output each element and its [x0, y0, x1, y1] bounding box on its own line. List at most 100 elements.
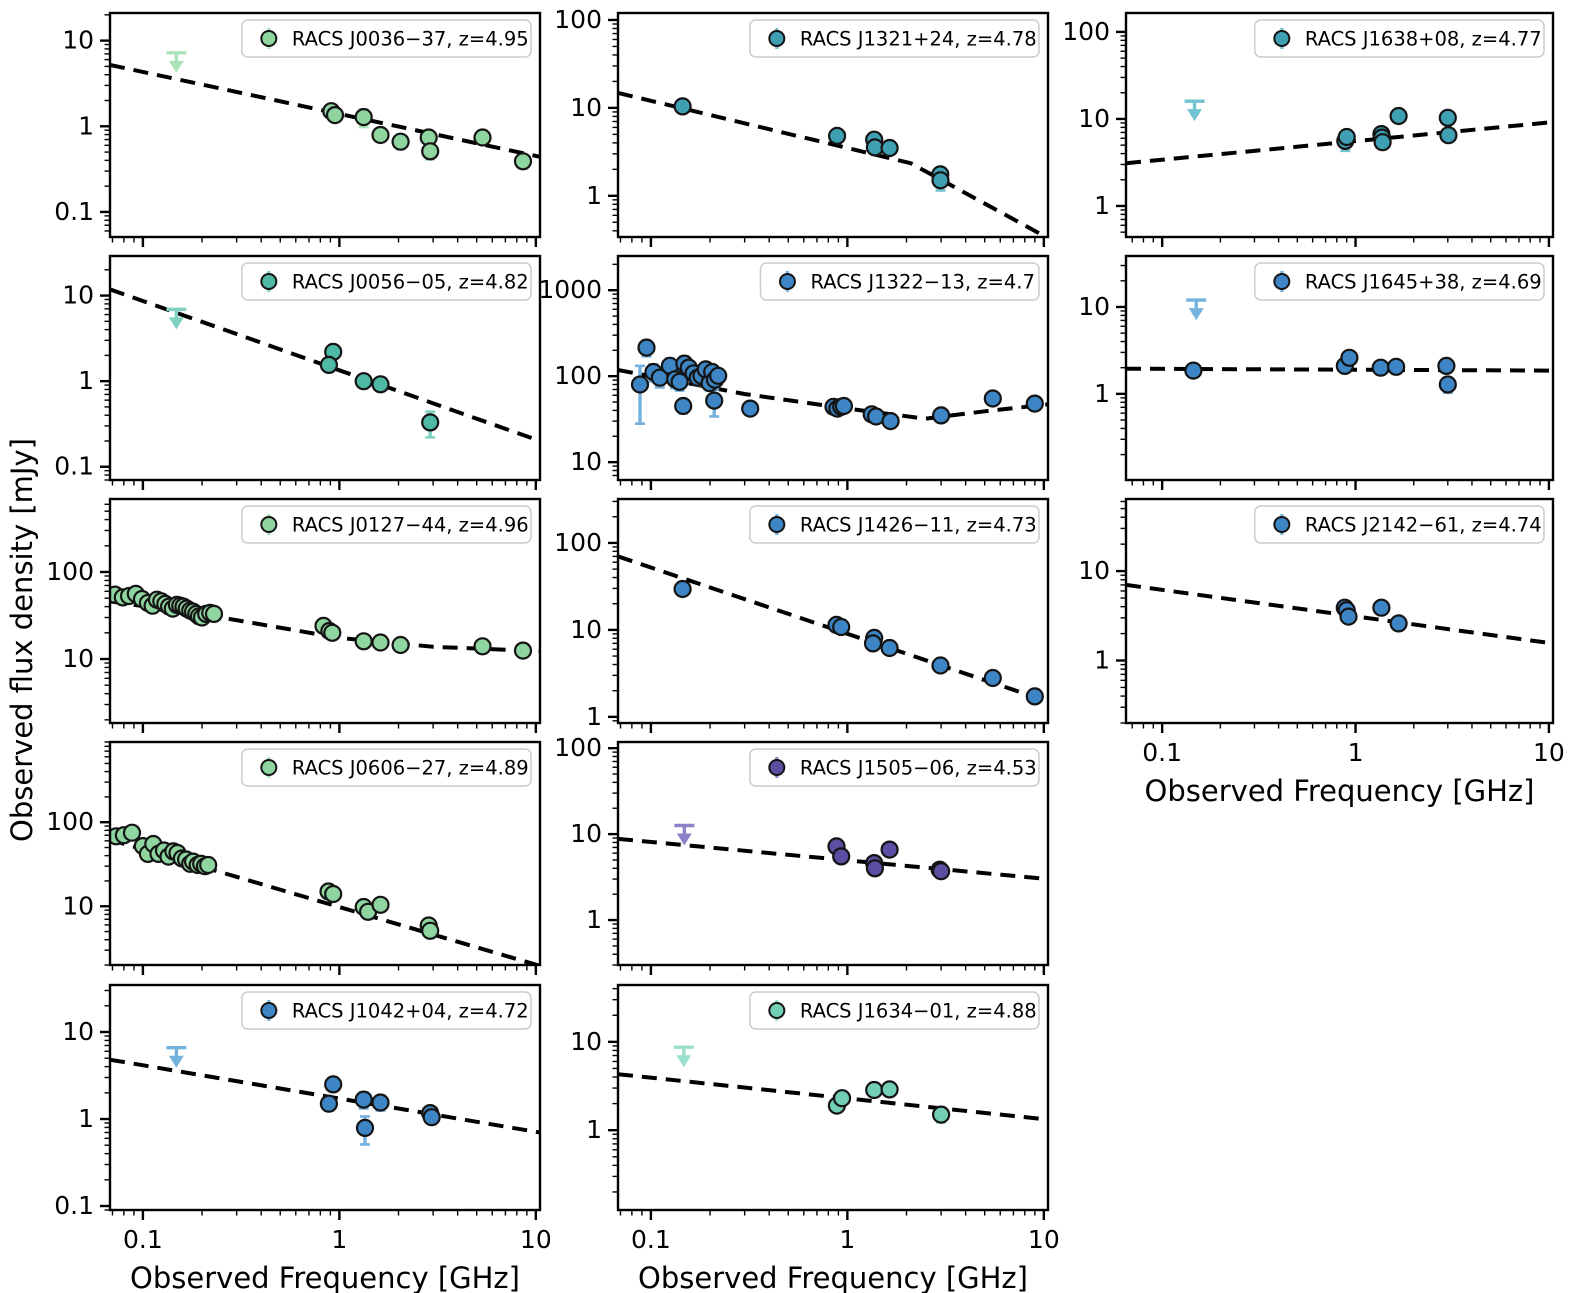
y-tick-label: 10	[1078, 292, 1110, 321]
data-point	[670, 372, 689, 391]
data-point	[391, 132, 410, 151]
data-point	[863, 634, 883, 653]
y-axis-ticks: 1 10	[1078, 500, 1126, 724]
x-tick-label: 10	[1028, 1225, 1060, 1254]
legend-box	[749, 19, 1040, 58]
x-tick-label: 0.1	[631, 1225, 671, 1254]
data-layer	[110, 823, 540, 965]
y-tick-label: 1	[586, 702, 602, 731]
y-axis-ticks: 0.1 1 10	[54, 989, 110, 1220]
legend-marker-icon	[768, 30, 786, 47]
legend: RACS J1645+38, z=4.69	[1254, 262, 1545, 301]
data-point	[1438, 108, 1457, 127]
y-tick-label: 10	[570, 819, 602, 848]
data-point	[421, 413, 440, 432]
axes-frame	[108, 254, 542, 482]
axes-frame	[108, 983, 542, 1212]
x-axis-label: Observed Frequency [GHz]	[130, 1261, 520, 1293]
data-point	[865, 1080, 884, 1100]
legend-box	[749, 748, 1040, 787]
legend-box	[759, 262, 1040, 301]
data-layer	[618, 1045, 1048, 1124]
y-tick-label: 10	[62, 281, 94, 310]
y-tick-label: 100	[46, 557, 94, 586]
data-point	[1389, 106, 1408, 126]
data-point	[1437, 356, 1456, 375]
data-layer	[618, 90, 1048, 237]
data-point	[741, 399, 760, 418]
legend: RACS J1042+04, z=4.72	[241, 991, 532, 1030]
axes-frame	[108, 740, 542, 967]
legend-marker-icon	[768, 1002, 786, 1019]
legend-label: RACS J0056−05, z=4.82	[292, 271, 529, 294]
upper-limit-triangle-icon	[676, 1055, 692, 1068]
legend-label: RACS J2142−61, z=4.74	[1305, 514, 1542, 537]
x-axis-ticks	[1131, 480, 1551, 490]
data-point	[880, 1080, 899, 1099]
legend: RACS J1321+24, z=4.78	[749, 19, 1040, 58]
data-point	[880, 638, 899, 658]
axes-frame	[1124, 497, 1555, 725]
data-point	[709, 366, 728, 385]
legend-label: RACS J1322−13, z=4.7	[810, 271, 1034, 294]
data-layer	[110, 584, 540, 660]
data-point	[673, 579, 692, 599]
upper-limit-triangle-icon	[168, 317, 184, 330]
x-axis-ticks	[619, 237, 1046, 247]
legend-box	[749, 505, 1040, 544]
x-axis-ticks	[619, 723, 1046, 733]
legend: RACS J0036−37, z=4.95	[241, 19, 532, 58]
y-axis-ticks: 10 100	[46, 741, 110, 966]
y-tick-label: 10	[570, 1027, 602, 1056]
data-point	[1337, 127, 1356, 147]
y-tick-label: 10	[62, 1017, 94, 1046]
x-axis-ticks: 0.1 1 10	[111, 1210, 552, 1254]
data-point	[1372, 598, 1391, 617]
x-axis-ticks	[111, 237, 538, 247]
y-tick-label: 10	[570, 615, 602, 644]
data-point	[354, 372, 373, 391]
data-point	[371, 125, 390, 145]
data-layer	[1126, 582, 1553, 646]
data-point	[1025, 687, 1044, 706]
legend-box	[241, 19, 532, 58]
legend-box	[1254, 505, 1545, 544]
x-axis-ticks	[111, 723, 538, 733]
legend: RACS J1322−13, z=4.7	[759, 262, 1040, 301]
data-point	[355, 1118, 375, 1138]
x-axis-ticks	[619, 965, 1046, 975]
data-point	[880, 840, 899, 859]
data-point	[473, 637, 492, 656]
sed-panel-racs-j0606-27: 10 100 RACS J0606−27, z=4.89	[46, 740, 542, 975]
data-point	[1371, 358, 1390, 377]
data-point	[1386, 357, 1406, 376]
x-axis-label: Observed Frequency [GHz]	[638, 1261, 1028, 1293]
y-axis-ticks: 1 10 100	[554, 5, 618, 232]
y-tick-label: 0.1	[54, 1191, 94, 1220]
fit-line	[618, 90, 1048, 237]
data-point	[832, 1089, 852, 1108]
y-tick-label: 100	[554, 5, 602, 34]
legend-marker-icon	[778, 273, 796, 290]
y-tick-label: 10	[62, 644, 94, 673]
data-layer	[110, 287, 540, 443]
y-tick-label: 1000	[538, 275, 602, 304]
data-point	[371, 895, 390, 914]
data-point	[1439, 126, 1458, 145]
legend-marker-icon	[260, 273, 278, 290]
y-tick-label: 10	[570, 447, 602, 476]
fit-line	[618, 1072, 1048, 1122]
legend-marker-icon	[260, 759, 278, 776]
legend-marker-icon	[260, 30, 278, 47]
legend: RACS J0127−44, z=4.96	[241, 505, 532, 544]
sed-panel-racs-j2142-61: 0.1 1 10 1 10 Observed Frequency [GHz] RACS J2…	[1078, 497, 1565, 808]
data-layer	[1126, 298, 1553, 395]
y-axis-ticks: 1 10 100	[1062, 17, 1126, 233]
data-point	[827, 126, 847, 145]
legend-marker-icon	[1273, 516, 1291, 533]
data-layer	[618, 823, 1048, 882]
legend-label: RACS J0036−37, z=4.95	[292, 28, 529, 51]
data-point	[1339, 607, 1358, 626]
legend: RACS J1634−01, z=4.88	[749, 991, 1040, 1030]
